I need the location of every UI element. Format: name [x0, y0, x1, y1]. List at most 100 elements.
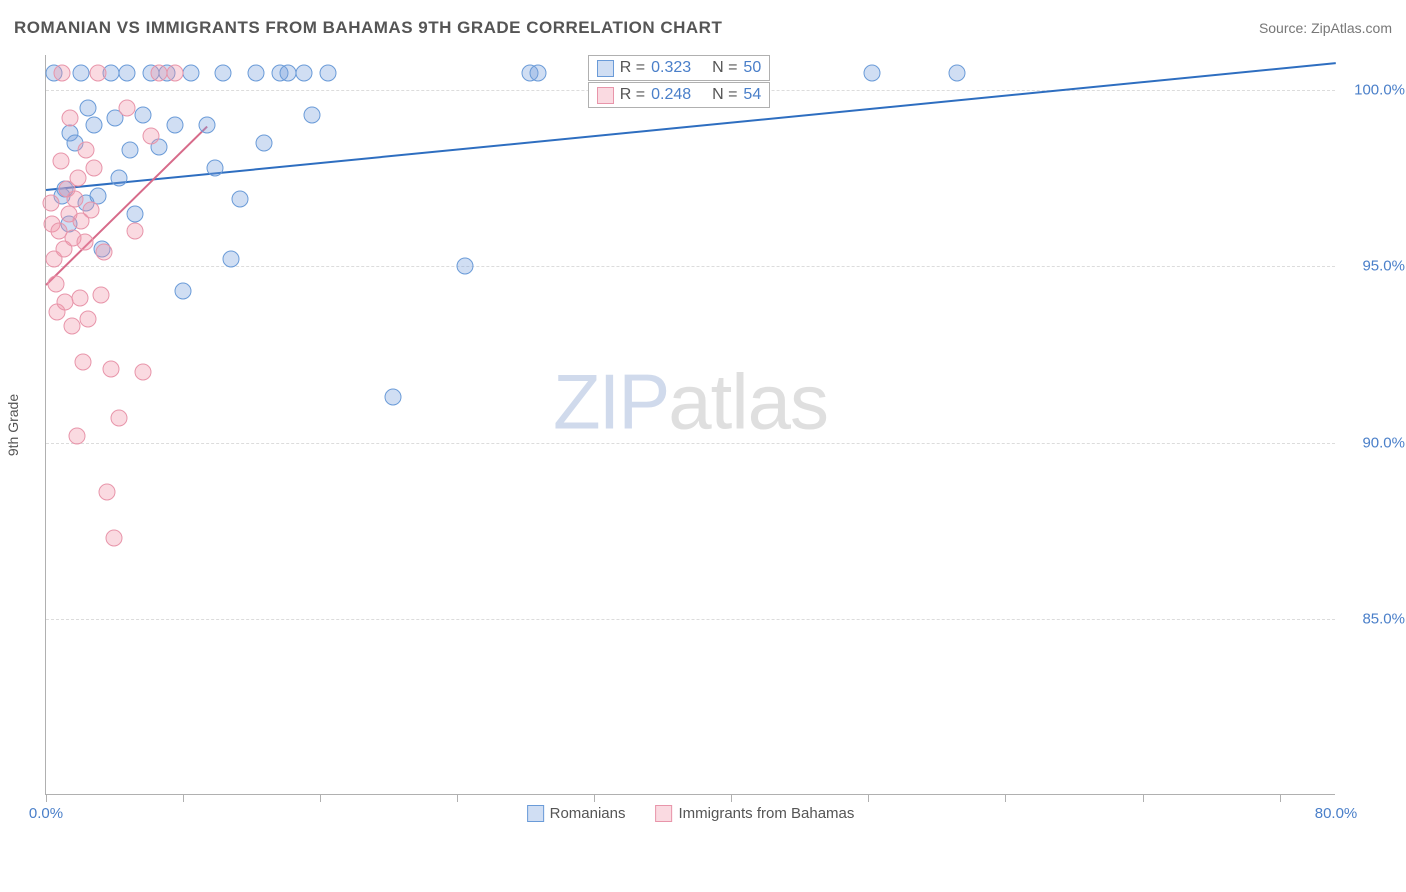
legend-item: Immigrants from Bahamas [655, 805, 854, 822]
chart-header: ROMANIAN VS IMMIGRANTS FROM BAHAMAS 9TH … [14, 18, 1392, 38]
data-point [105, 529, 122, 546]
stat-r-value: 0.323 [651, 59, 691, 77]
data-point [110, 409, 127, 426]
data-point [52, 152, 69, 169]
data-point [79, 99, 96, 116]
data-point [83, 202, 100, 219]
legend-swatch [597, 87, 614, 104]
data-point [134, 364, 151, 381]
xtick-mark [594, 794, 595, 802]
stat-box: R = 0.248 N = 54 [588, 82, 770, 108]
data-point [304, 106, 321, 123]
data-point [75, 353, 92, 370]
data-point [89, 64, 106, 81]
legend-label: Romanians [550, 805, 626, 822]
xtick-label-max: 80.0% [1315, 805, 1358, 822]
data-point [863, 64, 880, 81]
xtick-mark [1280, 794, 1281, 802]
data-point [215, 64, 232, 81]
data-point [102, 360, 119, 377]
data-point [207, 159, 224, 176]
data-point [78, 142, 95, 159]
chart-title: ROMANIAN VS IMMIGRANTS FROM BAHAMAS 9TH … [14, 18, 722, 38]
legend-swatch [597, 60, 614, 77]
data-point [99, 483, 116, 500]
data-point [320, 64, 337, 81]
ytick-label: 95.0% [1362, 258, 1405, 275]
xtick-label-min: 0.0% [29, 805, 63, 822]
data-point [167, 117, 184, 134]
data-point [949, 64, 966, 81]
data-point [529, 64, 546, 81]
data-point [86, 159, 103, 176]
xtick-mark [1143, 794, 1144, 802]
legend-label: Immigrants from Bahamas [678, 805, 854, 822]
gridline [46, 619, 1335, 620]
ytick-label: 90.0% [1362, 434, 1405, 451]
plot-container: 9th Grade ZIPatlas 85.0%90.0%95.0%100.0%… [45, 55, 1335, 795]
data-point [457, 258, 474, 275]
data-point [73, 64, 90, 81]
data-point [231, 191, 248, 208]
stat-r-label: R = [620, 59, 645, 77]
ytick-label: 85.0% [1362, 610, 1405, 627]
xtick-mark [868, 794, 869, 802]
data-point [118, 64, 135, 81]
data-point [175, 283, 192, 300]
gridline [46, 266, 1335, 267]
data-point [296, 64, 313, 81]
gridline [46, 443, 1335, 444]
chart-source: Source: ZipAtlas.com [1259, 20, 1392, 36]
xtick-mark [457, 794, 458, 802]
data-point [71, 290, 88, 307]
xtick-mark [731, 794, 732, 802]
stat-n-value: 50 [743, 59, 761, 77]
legend-swatch [527, 805, 544, 822]
data-point [86, 117, 103, 134]
data-point [62, 110, 79, 127]
ytick-label: 100.0% [1354, 82, 1405, 99]
data-point [67, 191, 84, 208]
y-axis-label: 9th Grade [5, 394, 21, 456]
data-point [134, 106, 151, 123]
stat-r-value: 0.248 [651, 86, 691, 104]
legend-item: Romanians [527, 805, 626, 822]
data-point [42, 195, 59, 212]
xtick-mark [46, 794, 47, 802]
legend: Romanians Immigrants from Bahamas [527, 805, 855, 822]
data-point [255, 135, 272, 152]
watermark-atlas: atlas [668, 358, 828, 446]
data-point [92, 286, 109, 303]
data-point [54, 64, 71, 81]
data-point [126, 223, 143, 240]
watermark: ZIPatlas [553, 357, 828, 448]
stat-r-label: R = [620, 86, 645, 104]
data-point [63, 318, 80, 335]
data-point [126, 205, 143, 222]
data-point [47, 276, 64, 293]
watermark-zip: ZIP [553, 358, 668, 446]
stat-n-label: N = [712, 86, 737, 104]
data-point [110, 170, 127, 187]
trend-line [46, 62, 1336, 191]
stat-n-value: 54 [743, 86, 761, 104]
xtick-mark [320, 794, 321, 802]
data-point [121, 142, 138, 159]
data-point [384, 388, 401, 405]
plot-area: ZIPatlas 85.0%90.0%95.0%100.0%0.0%80.0%R… [45, 55, 1335, 795]
data-point [76, 233, 93, 250]
legend-swatch [655, 805, 672, 822]
data-point [223, 251, 240, 268]
data-point [199, 117, 216, 134]
stat-box: R = 0.323 N = 50 [588, 55, 770, 81]
xtick-mark [183, 794, 184, 802]
stat-n-label: N = [712, 59, 737, 77]
xtick-mark [1005, 794, 1006, 802]
data-point [279, 64, 296, 81]
data-point [167, 64, 184, 81]
data-point [79, 311, 96, 328]
data-point [70, 170, 87, 187]
data-point [142, 128, 159, 145]
data-point [247, 64, 264, 81]
data-point [68, 427, 85, 444]
